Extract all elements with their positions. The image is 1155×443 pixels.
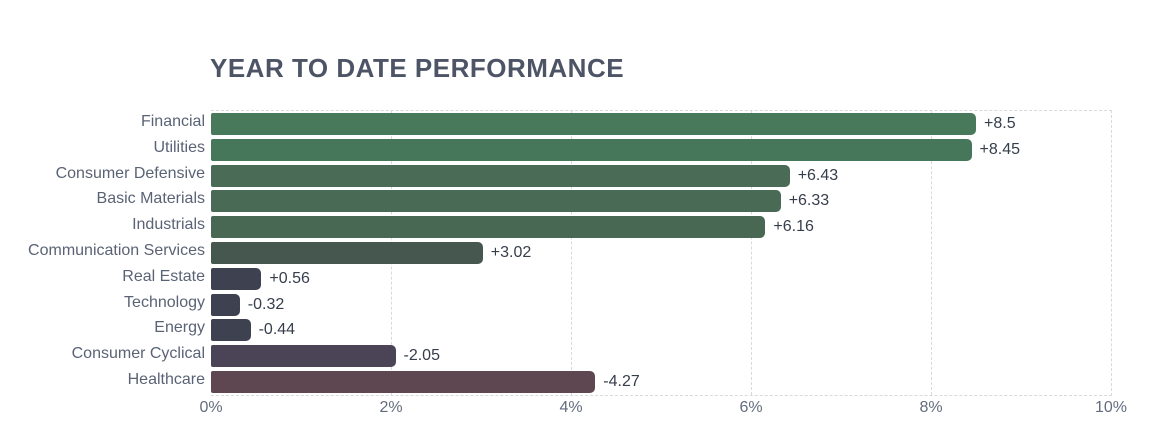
category-label-communication-services: Communication Services [28, 242, 205, 259]
category-label-healthcare: Healthcare [127, 371, 205, 389]
bar-industrials[interactable] [211, 216, 766, 239]
bar-basic-materials[interactable] [211, 190, 781, 213]
value-label-basic-materials: +6.33 [788, 192, 830, 210]
category-label-real-estate: Real Estate [122, 267, 205, 285]
category-label-consumer-defensive: Consumer Defensive [55, 164, 205, 182]
gridline-8pct [931, 111, 932, 395]
category-label-energy: Energy [154, 319, 205, 337]
category-label-basic-materials: Basic Materials [96, 190, 205, 208]
value-label-energy: -0.44 [258, 321, 296, 339]
x-tick-4pct: 4% [559, 399, 583, 416]
value-label-consumer-cyclical: -2.05 [403, 347, 440, 365]
bar-healthcare[interactable] [211, 371, 596, 394]
bar-technology[interactable] [211, 293, 240, 316]
category-label-consumer-cyclical: Consumer Cyclical [71, 345, 205, 363]
gridline-6pct [751, 111, 752, 395]
category-label-utilities: Utilities [153, 138, 205, 156]
bar-financial[interactable] [211, 112, 976, 135]
bar-utilities[interactable] [211, 138, 972, 161]
category-label-financial: Financial [140, 112, 205, 130]
value-label-technology: -0.32 [247, 295, 285, 313]
bar-real-estate[interactable] [211, 267, 262, 290]
value-label-utilities: +8.45 [979, 140, 1020, 158]
value-label-financial: +8.5 [984, 114, 1016, 132]
chart-title: YEAR TO DATE PERFORMANCE [210, 53, 625, 83]
category-label-technology: Technology [124, 293, 205, 311]
bar-consumer-defensive[interactable] [211, 164, 790, 187]
category-label-industrials: Industrials [132, 216, 205, 234]
value-label-communication-services: +3.02 [490, 244, 532, 261]
x-tick-2pct: 2% [379, 399, 403, 416]
bar-communication-services[interactable] [211, 242, 483, 264]
plot-area: +8.5 +8.45 +6.43 +6.33 +6.16 +3.02 +0.56 -0.32 -… [211, 110, 1112, 396]
x-tick-10pct: 10% [1094, 399, 1128, 416]
value-label-consumer-defensive: +6.43 [797, 166, 839, 184]
gridline-4pct [571, 111, 572, 395]
x-tick-0pct: 0% [199, 399, 223, 416]
value-label-healthcare: -4.27 [603, 373, 640, 391]
value-label-real-estate: +0.56 [269, 269, 310, 287]
bar-energy[interactable] [211, 319, 251, 342]
value-label-industrials: +6.16 [773, 218, 814, 236]
bar-consumer-cyclical[interactable] [211, 345, 396, 368]
x-tick-6pct: 6% [739, 399, 763, 416]
x-tick-8pct: 8% [919, 399, 943, 416]
